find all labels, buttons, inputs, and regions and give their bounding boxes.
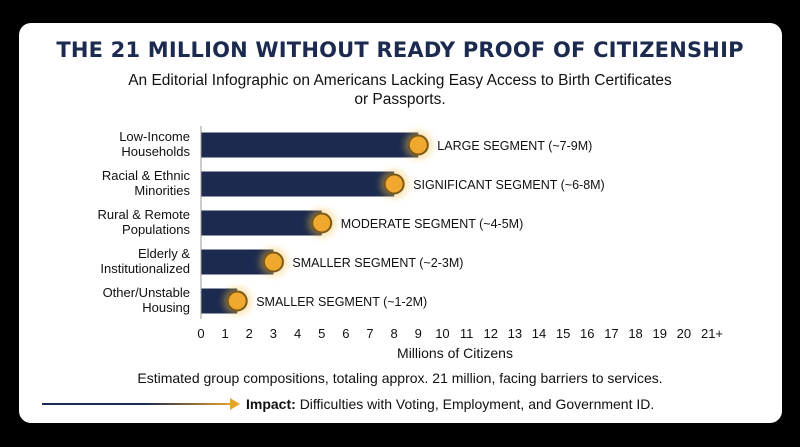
bar-end-marker — [226, 290, 248, 312]
x-tick-label: 17 — [604, 326, 618, 341]
data-label: LARGE SEGMENT (~7-9M) — [437, 139, 592, 153]
data-label: MODERATE SEGMENT (~4-5M) — [341, 217, 524, 231]
x-tick-label: 2 — [246, 326, 253, 341]
category-label: Low-Income Households — [119, 129, 190, 159]
x-tick-label: 6 — [342, 326, 349, 341]
x-tick-label: 15 — [556, 326, 570, 341]
x-tick-label: 8 — [391, 326, 398, 341]
x-tick-label: 10 — [435, 326, 449, 341]
data-label: SMALLER SEGMENT (~2-3M) — [292, 256, 463, 270]
x-tick-label: 13 — [508, 326, 522, 341]
x-tick-label: 4 — [294, 326, 301, 341]
x-tick-label: 9 — [415, 326, 422, 341]
x-tick-label: 11 — [460, 326, 474, 341]
x-tick-label: 14 — [532, 326, 546, 341]
chart-title: THE 21 MILLION WITHOUT READY PROOF OF CI… — [56, 38, 744, 62]
bar-end-marker — [407, 134, 429, 156]
impact-label: Impact: — [246, 396, 296, 412]
impact-text: Difficulties with Voting, Employment, an… — [299, 396, 655, 412]
x-tick-label: 3 — [270, 326, 277, 341]
x-tick-label: 5 — [318, 326, 325, 341]
x-tick-label: 0 — [197, 326, 204, 341]
impact-note: Impact: Difficulties with Voting, Employ… — [246, 396, 654, 412]
category-label: Elderly & Institutionalized — [100, 246, 190, 276]
x-tick-label: 1 — [222, 326, 229, 341]
x-tick-label: 19 — [652, 326, 666, 341]
infographic-card — [19, 23, 782, 423]
footnote: Estimated group compositions, totaling a… — [137, 370, 663, 386]
chart-subtitle: An Editorial Infographic on Americans La… — [128, 72, 672, 108]
impact-arrow-line — [42, 403, 232, 405]
bar-end-marker — [262, 251, 284, 273]
data-label: SMALLER SEGMENT (~1-2M) — [256, 295, 427, 309]
category-label: Other/Unstable Housing — [103, 285, 190, 315]
bar-end-marker — [311, 212, 333, 234]
bar-3 — [201, 210, 322, 236]
data-label: SIGNIFICANT SEGMENT (~6-8M) — [413, 178, 605, 192]
bar-1 — [201, 132, 419, 158]
category-label: Rural & Remote Populations — [98, 207, 191, 237]
x-tick-label: 20 — [677, 326, 691, 341]
arrow-right-icon — [230, 398, 240, 410]
x-tick-label: 21+ — [701, 326, 723, 341]
bar-end-marker — [383, 173, 405, 195]
x-tick-label: 16 — [580, 326, 594, 341]
x-tick-label: 12 — [483, 326, 497, 341]
bar-2 — [201, 171, 395, 197]
category-label: Racial & Ethnic Minorities — [102, 168, 191, 198]
x-tick-label: 7 — [366, 326, 373, 341]
x-axis-label: Millions of Citizens — [397, 345, 513, 361]
x-tick-label: 18 — [628, 326, 642, 341]
